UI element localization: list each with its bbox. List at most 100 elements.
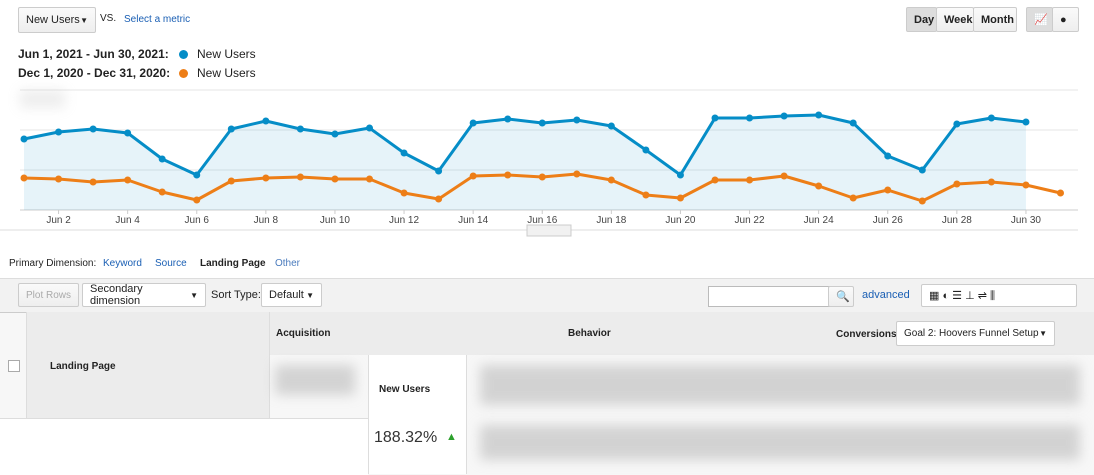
x-tick-label: Jun 26 bbox=[873, 215, 903, 226]
point bbox=[1022, 181, 1030, 189]
point bbox=[331, 130, 339, 138]
month-button[interactable]: Month bbox=[973, 7, 1017, 32]
vs: VS. bbox=[100, 13, 117, 24]
select-metric[interactable]: Select a metric bbox=[124, 14, 191, 25]
point bbox=[193, 171, 201, 179]
day-button[interactable]: Day bbox=[906, 7, 937, 32]
point bbox=[642, 146, 650, 154]
column-header: Landing Page bbox=[50, 361, 116, 372]
point bbox=[815, 182, 823, 190]
point bbox=[573, 170, 581, 178]
search-button[interactable]: 🔍 bbox=[828, 286, 854, 307]
point bbox=[124, 176, 132, 184]
point bbox=[573, 116, 581, 124]
secondary-dropdown[interactable]: Secondary dimension ▼ bbox=[82, 283, 206, 307]
legend-name: New Users bbox=[197, 47, 256, 61]
secondary-label: Secondary dimension bbox=[90, 283, 143, 307]
plot-rows[interactable]: Plot Rows bbox=[18, 283, 80, 307]
sort-default: Default bbox=[269, 289, 304, 301]
dimension-option[interactable]: Keyword bbox=[103, 258, 142, 269]
view-buttons[interactable]: ▦ ◐ ☰ ⊥ ⇌ ⫼ bbox=[921, 284, 1077, 307]
sort-type-label: Sort Type: bbox=[211, 289, 261, 301]
row bbox=[0, 418, 368, 475]
up-arrow: ▲ bbox=[446, 431, 457, 443]
legend-period: Dec 1, 2020 - Dec 31, 2020: bbox=[18, 66, 171, 80]
point bbox=[400, 189, 408, 197]
point bbox=[815, 111, 823, 119]
advanced-link[interactable]: advanced bbox=[862, 289, 910, 301]
checkbox[interactable] bbox=[8, 360, 20, 372]
point bbox=[469, 119, 477, 127]
point bbox=[884, 152, 892, 160]
x-tick-label: Jun 12 bbox=[389, 215, 419, 226]
goal-dropdown[interactable]: Goal 2: Hoovers Funnel Setup ▼ bbox=[896, 321, 1055, 346]
group-header: Acquisition bbox=[276, 328, 331, 339]
point bbox=[1022, 118, 1030, 126]
point bbox=[607, 122, 615, 130]
point bbox=[711, 176, 719, 184]
point bbox=[538, 173, 546, 181]
point bbox=[469, 172, 477, 180]
point bbox=[953, 120, 961, 128]
blurred bbox=[480, 425, 1080, 460]
blurred bbox=[480, 365, 1080, 405]
point bbox=[918, 197, 926, 205]
point bbox=[296, 173, 304, 181]
legend-swatch bbox=[179, 50, 188, 59]
point bbox=[918, 166, 926, 174]
point bbox=[400, 149, 408, 157]
point bbox=[676, 194, 684, 202]
dimension-option[interactable]: Source bbox=[155, 258, 187, 269]
point bbox=[849, 119, 857, 127]
column-header: New Users bbox=[379, 384, 431, 395]
chart: Jun 2 Jun 4 Jun 6 Jun 8 Jun 10 Jun 12 Jun 14 Ju… bbox=[0, 89, 1078, 237]
metric-dropdown[interactable]: New Users ▼ bbox=[18, 7, 96, 33]
x-tick-label: Jun 30 bbox=[1011, 215, 1041, 226]
search-input[interactable] bbox=[708, 286, 830, 307]
point bbox=[435, 195, 443, 203]
point bbox=[987, 114, 995, 122]
point bbox=[89, 125, 97, 133]
point bbox=[89, 178, 97, 186]
point bbox=[538, 119, 546, 127]
line-chart-button[interactable]: 📈 bbox=[1026, 7, 1053, 32]
dimension-label: Primary Dimension: bbox=[9, 258, 97, 269]
header-cell bbox=[26, 312, 270, 418]
point bbox=[780, 112, 788, 120]
motion-chart-button[interactable]: ● bbox=[1052, 7, 1079, 32]
point bbox=[227, 177, 235, 185]
x-tick-label: Jun 20 bbox=[665, 215, 695, 226]
x-tick-label: Jun 6 bbox=[185, 215, 210, 226]
week-button[interactable]: Week bbox=[936, 7, 974, 32]
group-header: Conversions bbox=[836, 329, 897, 340]
group-header: Behavior bbox=[568, 328, 611, 339]
point bbox=[884, 186, 892, 194]
point bbox=[746, 176, 754, 184]
point bbox=[676, 171, 684, 179]
point bbox=[124, 129, 132, 137]
point bbox=[746, 114, 754, 122]
dimension-option[interactable]: Landing Page bbox=[200, 258, 266, 269]
month: Month bbox=[981, 13, 1014, 26]
point bbox=[366, 124, 373, 132]
x-tick-label: Jun 22 bbox=[735, 215, 765, 226]
point bbox=[953, 180, 961, 188]
point bbox=[20, 174, 28, 182]
x-tick-label: Jun 2 bbox=[46, 215, 71, 226]
x-tick-label: Jun 18 bbox=[596, 215, 626, 226]
x-tick-label: Jun 14 bbox=[458, 215, 488, 226]
day: Day bbox=[914, 13, 935, 26]
line bbox=[23, 113, 1027, 177]
point bbox=[1057, 189, 1064, 197]
point bbox=[262, 117, 270, 125]
x-tick-label: Jun 10 bbox=[320, 215, 350, 226]
dimension-option[interactable]: Other bbox=[275, 258, 301, 269]
plot-rows-label: Plot Rows bbox=[26, 289, 72, 301]
goal: Goal 2: Hoovers Funnel Setup bbox=[904, 328, 1039, 339]
legend-swatch bbox=[179, 69, 188, 78]
x-tick-label: Jun 16 bbox=[527, 215, 557, 226]
point bbox=[55, 175, 63, 183]
point bbox=[158, 155, 166, 163]
sort-dropdown[interactable]: Default ▼ bbox=[261, 283, 322, 307]
